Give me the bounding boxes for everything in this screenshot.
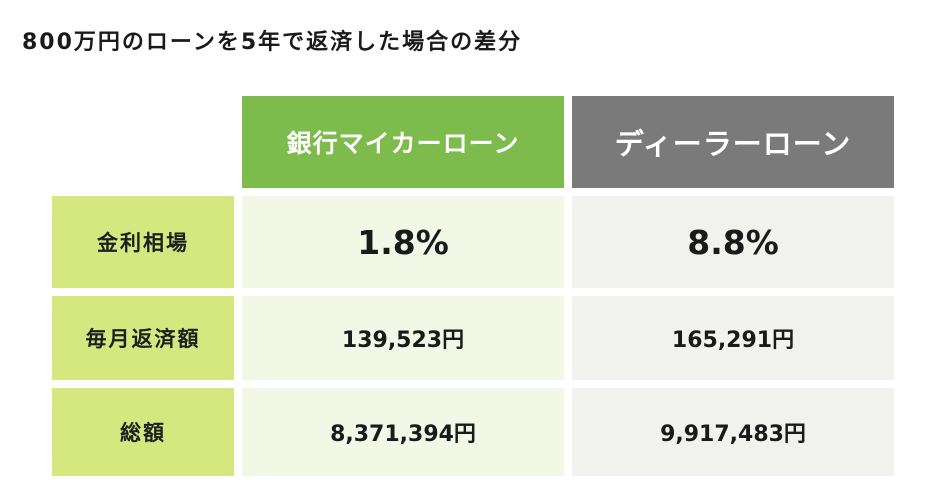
column-header-dealer-loan: ディーラーローン bbox=[572, 96, 894, 188]
dealer-total-amount: 9,917,483円 bbox=[572, 388, 894, 476]
column-header-bank-loan: 銀行マイカーローン bbox=[242, 96, 564, 188]
dealer-interest-rate: 8.8% bbox=[572, 196, 894, 288]
dealer-monthly-payment: 165,291円 bbox=[572, 296, 894, 380]
bank-monthly-payment: 139,523円 bbox=[242, 296, 564, 380]
bank-total-amount: 8,371,394円 bbox=[242, 388, 564, 476]
row-label-interest-rate: 金利相場 bbox=[52, 196, 234, 288]
page-title: 800万円のローンを5年で返済した場合の差分 bbox=[22, 30, 523, 55]
bank-interest-rate: 1.8% bbox=[242, 196, 564, 288]
row-label-total-amount: 総額 bbox=[52, 388, 234, 476]
row-label-monthly-payment: 毎月返済額 bbox=[52, 296, 234, 380]
